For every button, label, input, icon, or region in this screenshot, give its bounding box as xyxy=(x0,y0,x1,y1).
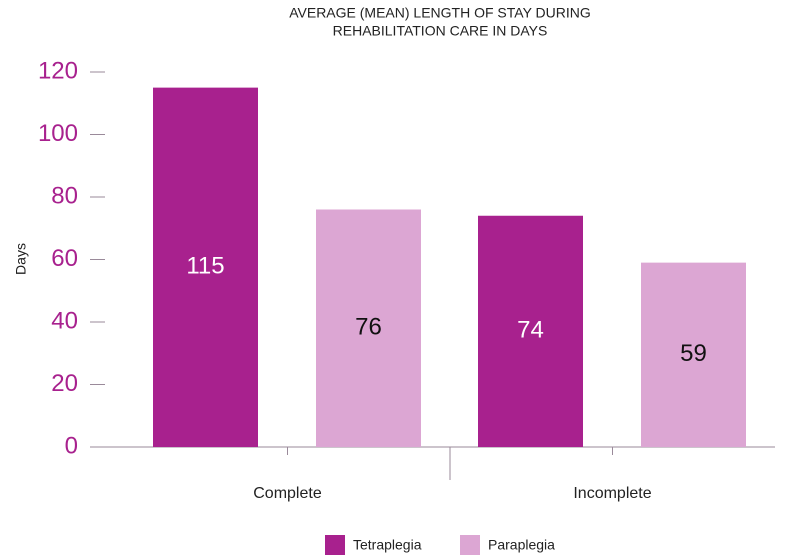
bar xyxy=(153,87,258,447)
bar xyxy=(478,215,583,447)
y-tick-label: 120 xyxy=(38,57,78,84)
legend-swatch xyxy=(325,535,345,555)
x-tick-label: Complete xyxy=(253,485,322,502)
y-tick-label: 100 xyxy=(38,120,78,147)
legend-label: Tetraplegia xyxy=(353,537,422,553)
data-label: 59 xyxy=(680,340,707,367)
bar xyxy=(641,262,746,447)
y-tick-label: 20 xyxy=(51,370,78,397)
y-tick-label: 80 xyxy=(51,182,78,209)
chart-title: REHABILITATION CARE IN DAYS xyxy=(333,23,548,39)
bar xyxy=(316,209,421,447)
legend-label: Paraplegia xyxy=(488,537,555,553)
data-label: 74 xyxy=(517,317,544,344)
y-tick-label: 40 xyxy=(51,307,78,334)
legend-swatch xyxy=(460,535,480,555)
y-axis-label: Days xyxy=(13,243,29,275)
data-label: 76 xyxy=(355,314,382,341)
y-tick-label: 0 xyxy=(65,432,78,459)
x-tick-label: Incomplete xyxy=(573,485,651,502)
chart-title: AVERAGE (MEAN) LENGTH OF STAY DURING xyxy=(289,5,591,21)
data-label: 115 xyxy=(186,253,224,280)
y-tick-label: 60 xyxy=(51,245,78,272)
